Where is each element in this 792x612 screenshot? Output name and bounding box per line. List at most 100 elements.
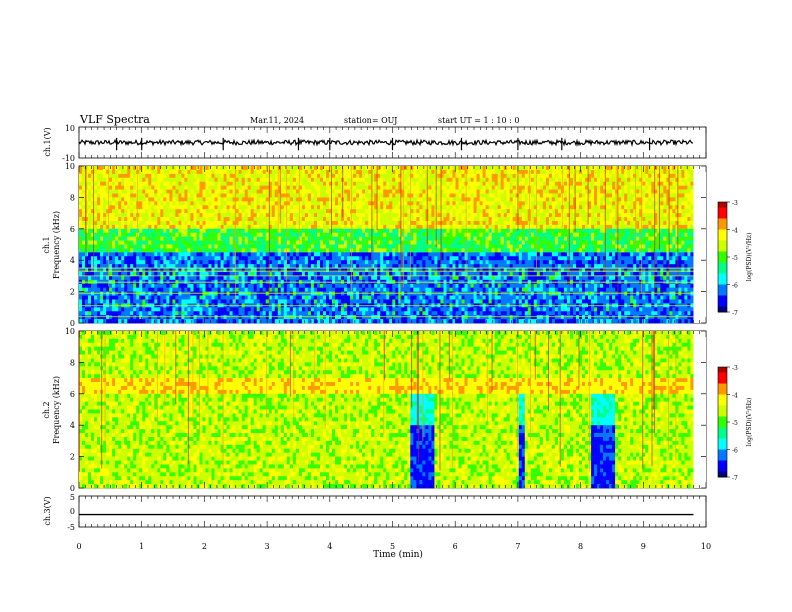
spectrogram-cell: [100, 319, 104, 324]
spectrogram-cell: [262, 244, 266, 249]
spectrogram-cell: [329, 240, 333, 245]
spectrogram-cell: [154, 209, 158, 214]
spectrogram-cell: [121, 173, 125, 179]
spectrogram-cell: [419, 248, 423, 253]
spectrogram-cell: [229, 228, 233, 234]
spectrogram-cell: [398, 299, 402, 304]
spectrogram-cell: [359, 287, 363, 292]
spectrogram-cell: [157, 193, 161, 198]
spectrogram-cell: [223, 185, 227, 190]
spectrogram-cell: [100, 177, 104, 182]
spectrogram-cell: [151, 260, 155, 265]
spectrogram-cell: [380, 287, 384, 292]
spectrogram-cell: [425, 283, 429, 288]
spectrogram-cell: [398, 181, 402, 186]
spectrogram-cell: [202, 228, 206, 234]
spectrogram-cell: [368, 275, 372, 281]
spectrogram-cell: [256, 283, 260, 288]
spectrogram-cell: [274, 166, 279, 171]
spectrogram-cell: [160, 291, 164, 296]
spectrogram-cell: [124, 189, 128, 194]
spectrogram-cell: [151, 252, 155, 257]
spectrogram-cell: [374, 299, 378, 304]
spectrogram-cell: [271, 201, 276, 206]
spectrogram-cell: [253, 291, 257, 296]
spectrogram-cell: [94, 248, 98, 253]
spectrogram-cell: [268, 205, 273, 210]
spectrogram-cell: [208, 201, 212, 206]
spectrogram-cell: [238, 197, 242, 202]
spectrogram-cell: [253, 264, 257, 269]
spectrogram-cell: [298, 166, 303, 171]
spectrogram-cell: [301, 166, 306, 171]
spectrogram-cell: [313, 189, 318, 194]
spectrogram-cell: [419, 181, 423, 186]
spectrogram-cell: [223, 299, 227, 304]
spectrogram-cell: [253, 256, 257, 261]
spectrogram-cell: [422, 252, 426, 257]
spectrogram-cell: [329, 228, 333, 234]
spectrogram-cell: [187, 264, 191, 269]
spectrogram-cell: [235, 173, 239, 179]
spectrogram-cell: [326, 189, 330, 194]
spectrogram-cell: [304, 209, 309, 214]
spectrogram-cell: [103, 193, 107, 198]
spectrogram-cell: [332, 307, 336, 312]
spectrogram-cell: [416, 232, 420, 237]
spectrogram-cell: [431, 177, 435, 182]
spectrogram-cell: [437, 264, 441, 269]
spectrogram-cell: [422, 291, 426, 296]
spectrogram-cell: [289, 220, 294, 226]
spectrogram-cell: [283, 256, 288, 261]
spectrogram-cell: [103, 177, 107, 182]
spectrogram-cell: [100, 193, 104, 198]
spectrogram-cell: [283, 166, 288, 171]
spectrogram-cell: [368, 189, 372, 194]
spectrogram-cell: [220, 248, 224, 253]
ch1-spectrogram-image: [79, 166, 706, 324]
spectrogram-cell: [431, 236, 435, 241]
spectrogram-cell: [154, 166, 158, 171]
spectrogram-cell: [298, 252, 303, 257]
spectrogram-cell: [344, 213, 348, 218]
spectrogram-cell: [244, 173, 248, 179]
spectrogram-cell: [133, 201, 137, 206]
spectrogram-cell: [187, 224, 191, 230]
spectrogram-cell: [214, 260, 218, 265]
spectrogram-cell: [91, 260, 95, 265]
spectrogram-cell: [145, 299, 149, 304]
spectrogram-cell: [310, 217, 315, 222]
spectrogram-cell: [169, 319, 173, 324]
spectrogram-cell: [253, 197, 257, 202]
spectrogram-cell: [205, 169, 209, 175]
spectrogram-cell: [307, 197, 312, 202]
spectrogram-cell: [238, 299, 242, 304]
spectrogram-cell: [229, 193, 233, 198]
spectrogram-cell: [443, 228, 447, 234]
spectrogram-cell: [139, 193, 143, 198]
spectrogram-cell: [100, 205, 104, 210]
spectrogram-cell: [205, 189, 209, 194]
spectrogram-cell: [244, 205, 248, 210]
spectrogram-cell: [85, 236, 89, 241]
spectrogram-cell: [389, 252, 393, 257]
spectrogram-cell: [413, 197, 417, 202]
spectrogram-cell: [160, 264, 164, 269]
spectrogram-cell: [172, 319, 176, 324]
spectrogram-cell: [395, 232, 399, 237]
spectrogram-cell: [413, 228, 417, 234]
spectrogram-cell: [383, 256, 387, 261]
spectrogram-cell: [368, 169, 372, 175]
spectrogram-cell: [247, 213, 251, 218]
spectrogram-cell: [416, 213, 420, 218]
spectrogram-cell: [121, 287, 125, 292]
spectrogram-cell: [157, 268, 161, 273]
spectrogram-cell: [452, 185, 456, 190]
spectrogram-cell: [310, 169, 315, 175]
spectrogram-cell: [389, 189, 393, 194]
spectrogram-cell: [202, 189, 206, 194]
spectrogram-cell: [196, 205, 200, 210]
spectrogram-cell: [341, 283, 345, 288]
spectrogram-cell: [289, 256, 294, 261]
spectrogram-cell: [154, 181, 158, 186]
